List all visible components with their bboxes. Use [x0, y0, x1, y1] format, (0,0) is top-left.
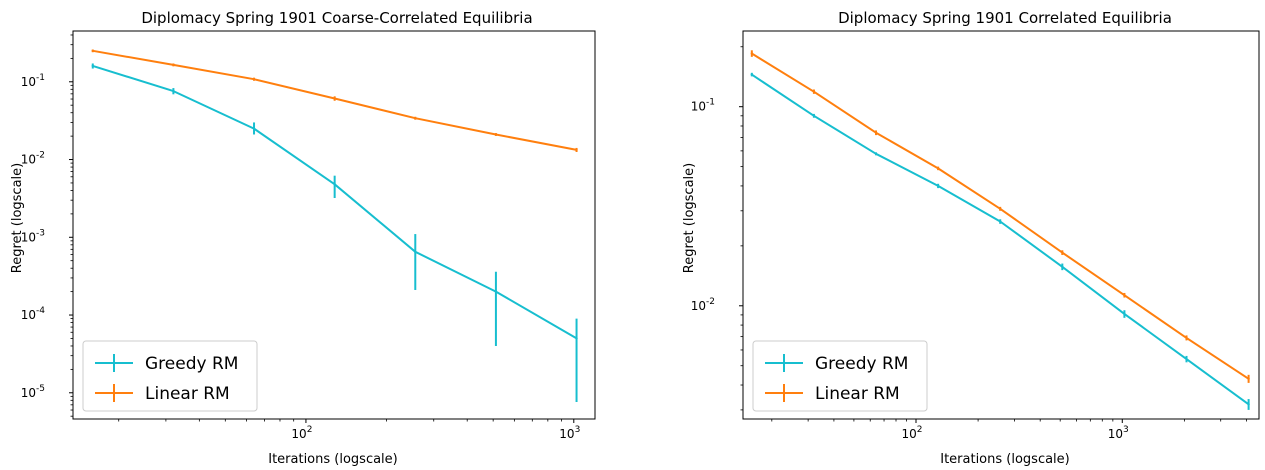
data-point — [333, 183, 336, 186]
plot-area — [750, 50, 1250, 410]
data-point — [494, 133, 498, 136]
data-point — [1247, 377, 1250, 380]
legend: Greedy RM Linear RM — [752, 340, 928, 412]
data-point — [812, 90, 816, 93]
y-axis-label: Regret (logscale) — [10, 163, 25, 273]
data-point — [874, 131, 878, 134]
y-tick-label: 10-5 — [21, 384, 45, 400]
legend: Greedy RM Linear RM — [82, 340, 258, 412]
x-tick-label: 103 — [1108, 425, 1129, 441]
data-point — [414, 250, 417, 254]
y-tick-label: 10-2 — [691, 297, 715, 313]
data-point — [812, 114, 816, 118]
data-point — [1185, 357, 1188, 361]
legend-label-greedy-rm: Greedy RM — [815, 354, 908, 374]
data-point — [172, 63, 175, 67]
series-linear-rm — [750, 50, 1250, 383]
y-tick-label: 10-2 — [21, 151, 45, 167]
series-greedy-rm — [750, 72, 1250, 410]
data-point — [936, 184, 940, 188]
x-tick-label: 102 — [901, 425, 922, 441]
data-point — [172, 89, 175, 93]
data-point — [750, 73, 754, 76]
series-linear-rm — [91, 49, 578, 153]
legend-label-greedy-rm: Greedy RM — [145, 354, 238, 374]
axes-frame — [742, 30, 1260, 420]
y-tick-label: 10-4 — [21, 306, 46, 322]
x-axis-label: Iterations (logscale) — [268, 452, 398, 467]
plot-area — [91, 49, 578, 403]
series-line-greedy-rm — [92, 64, 578, 340]
data-point — [333, 97, 336, 100]
data-point — [750, 52, 754, 55]
y-tick-label: 10-3 — [21, 228, 45, 244]
axes-frame — [72, 30, 596, 420]
data-point — [252, 77, 256, 81]
data-point — [91, 64, 94, 68]
data-point — [999, 220, 1002, 223]
data-point — [1061, 251, 1064, 254]
chart-correlated: Diplomacy Spring 1901 Correlated Equilib… — [682, 9, 1260, 467]
data-point — [999, 207, 1002, 211]
data-point — [936, 167, 940, 170]
data-point — [494, 290, 498, 293]
chart-title: Diplomacy Spring 1901 Coarse-Correlated … — [141, 9, 532, 27]
data-point — [575, 148, 578, 152]
x-tick-label: 103 — [559, 425, 580, 441]
y-tick-label: 10-1 — [691, 98, 715, 114]
data-point — [1061, 265, 1064, 268]
legend-label-linear-rm: Linear RM — [145, 384, 230, 404]
series-greedy-rm — [91, 63, 578, 403]
data-point — [252, 127, 256, 130]
data-point — [1247, 403, 1250, 406]
legend-label-linear-rm: Linear RM — [815, 384, 900, 404]
x-axis-label: Iterations (logscale) — [940, 452, 1070, 467]
y-axis-label: Regret (logscale) — [682, 163, 697, 273]
data-point — [414, 117, 417, 120]
chart-coarse-correlated: Diplomacy Spring 1901 Coarse-Correlated … — [10, 9, 596, 467]
data-point — [1123, 294, 1126, 297]
data-point — [1185, 336, 1188, 340]
y-tick-label: 10-1 — [21, 73, 45, 89]
chart-title: Diplomacy Spring 1901 Correlated Equilib… — [838, 9, 1172, 27]
data-point — [91, 49, 94, 53]
data-point — [874, 152, 878, 155]
data-point — [575, 337, 578, 340]
x-tick-label: 102 — [291, 425, 312, 441]
data-point — [1123, 312, 1126, 316]
series-line-linear-rm — [751, 52, 1250, 380]
